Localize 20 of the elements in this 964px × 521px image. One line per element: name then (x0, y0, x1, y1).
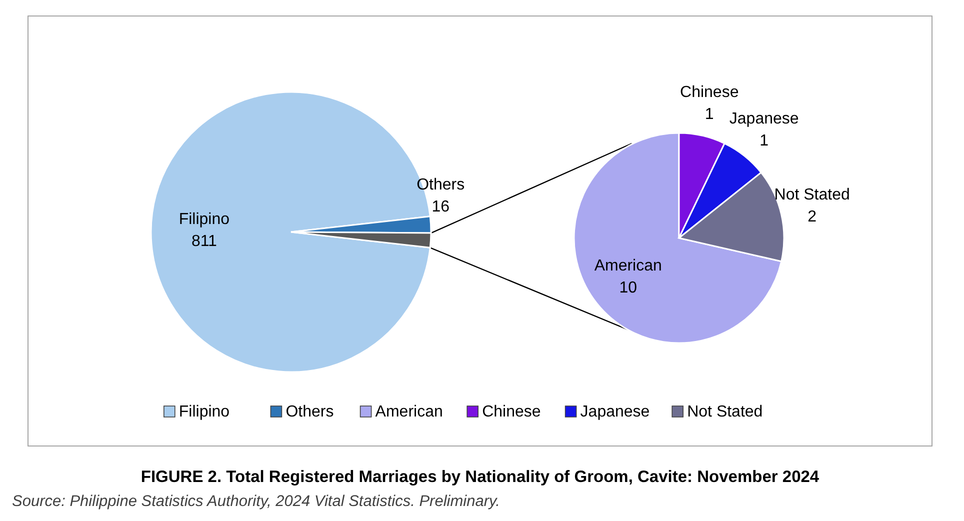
slice-label: Chinese (680, 84, 739, 101)
data-label: 2 (808, 208, 817, 226)
legend-label: Not Stated (687, 404, 763, 420)
data-label: 1 (704, 106, 714, 123)
legend-label: Filipino (178, 404, 230, 420)
legend-label: American (375, 404, 443, 420)
data-label: 1 (760, 132, 769, 150)
source-note: Source: Philippine Statistics Authority, 2024 Vital Statistics. Preliminary. (12, 493, 500, 510)
data-label: 10 (619, 280, 638, 297)
legend-label: Chinese (482, 404, 541, 420)
data-label: 16 (432, 198, 450, 216)
legend-label: Others (286, 404, 334, 420)
legend-label: Japanese (580, 404, 650, 420)
slice-label: Japanese (729, 110, 799, 128)
slice-label: Not Stated (774, 186, 850, 204)
slice-label: American (594, 258, 662, 275)
text: FIGURE 2. Total Registered Marriages by Nationality of Groom, Cavite: November 2024 (140, 468, 820, 486)
slice-label: Others (416, 176, 465, 194)
data-label: 811 (191, 233, 218, 250)
slice-label: Filipino (178, 211, 230, 228)
